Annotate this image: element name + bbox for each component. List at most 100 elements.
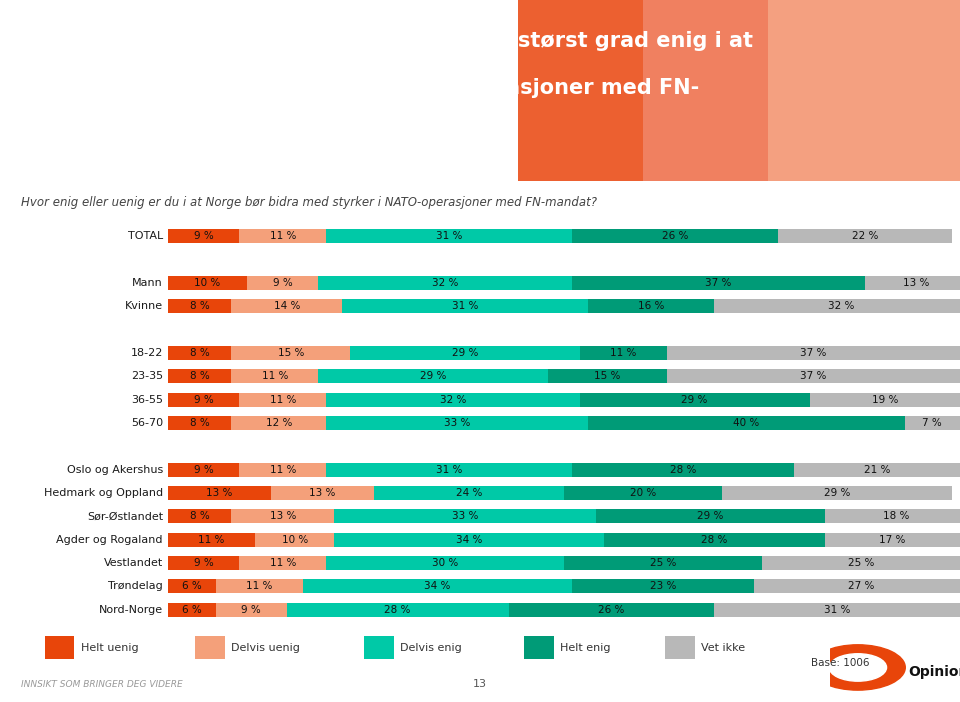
Bar <box>271 486 373 500</box>
Text: 11 %: 11 % <box>262 371 288 381</box>
Text: 11 %: 11 % <box>246 581 273 591</box>
Bar <box>768 0 960 181</box>
Text: 9 %: 9 % <box>273 278 293 288</box>
Bar <box>604 533 826 547</box>
Text: 6 %: 6 % <box>181 581 202 591</box>
Text: 28 %: 28 % <box>385 604 411 615</box>
Text: Hedmark og Oppland: Hedmark og Oppland <box>44 488 163 498</box>
Text: 19 %: 19 % <box>872 395 898 404</box>
Text: 26 %: 26 % <box>661 231 688 241</box>
Bar <box>826 509 960 523</box>
Text: Sør-Østlandet: Sør-Østlandet <box>86 511 163 522</box>
Text: 13 %: 13 % <box>309 488 336 498</box>
Text: 8 %: 8 % <box>190 511 209 522</box>
Text: 27 %: 27 % <box>848 581 875 591</box>
Bar <box>168 416 231 430</box>
Bar <box>326 392 580 406</box>
Bar <box>722 486 952 500</box>
Text: Delvis enig: Delvis enig <box>400 642 462 653</box>
Bar <box>564 486 722 500</box>
Text: 13: 13 <box>473 680 487 689</box>
Text: 31 %: 31 % <box>452 301 478 311</box>
Bar <box>215 579 302 593</box>
Text: 32 %: 32 % <box>440 395 467 404</box>
Text: Menn og de to eldste aldersgruppene er i størst grad enig i at: Menn og de to eldste aldersgruppene er i… <box>21 31 753 51</box>
Text: 9 %: 9 % <box>241 604 261 615</box>
Bar <box>168 392 239 406</box>
Bar <box>231 509 334 523</box>
Text: 11 %: 11 % <box>199 535 225 545</box>
Text: 12 %: 12 % <box>266 418 292 428</box>
Text: 37 %: 37 % <box>706 278 732 288</box>
Bar <box>342 299 588 313</box>
Bar <box>248 276 319 290</box>
Text: 20 %: 20 % <box>630 488 657 498</box>
Text: 11 %: 11 % <box>270 558 296 568</box>
Bar <box>334 533 604 547</box>
Bar <box>168 369 231 383</box>
Bar <box>572 579 755 593</box>
Text: Nord-Norge: Nord-Norge <box>99 604 163 615</box>
Text: Helt enig: Helt enig <box>560 642 611 653</box>
Text: 22 %: 22 % <box>852 231 878 241</box>
Bar <box>168 533 255 547</box>
Text: 31 %: 31 % <box>824 604 851 615</box>
Bar <box>168 463 239 477</box>
Text: TOTAL: TOTAL <box>128 231 163 241</box>
Bar <box>44 636 75 659</box>
Text: 8 %: 8 % <box>190 301 209 311</box>
Bar <box>755 579 960 593</box>
Text: 29 %: 29 % <box>682 395 708 404</box>
Bar <box>350 346 580 360</box>
Text: 15 %: 15 % <box>277 348 304 358</box>
Text: 13 %: 13 % <box>903 278 929 288</box>
Text: 6 %: 6 % <box>181 604 202 615</box>
Text: 21 %: 21 % <box>864 465 890 475</box>
Text: 10 %: 10 % <box>281 535 308 545</box>
Bar <box>595 509 826 523</box>
Bar <box>518 0 643 181</box>
Bar <box>302 579 572 593</box>
Text: 9 %: 9 % <box>194 395 213 404</box>
Text: Agder og Rogaland: Agder og Rogaland <box>57 535 163 545</box>
Bar <box>580 346 667 360</box>
Text: 8 %: 8 % <box>190 348 209 358</box>
Text: Helt uenig: Helt uenig <box>81 642 138 653</box>
Text: 8 %: 8 % <box>190 418 209 428</box>
Bar <box>287 602 509 616</box>
Bar <box>524 636 554 659</box>
Bar <box>195 636 225 659</box>
Bar <box>580 392 809 406</box>
Bar <box>168 346 231 360</box>
Text: 11 %: 11 % <box>270 395 296 404</box>
Bar <box>667 369 960 383</box>
Text: 17 %: 17 % <box>879 535 906 545</box>
Bar <box>588 299 714 313</box>
Text: 33 %: 33 % <box>444 418 470 428</box>
Text: 11 %: 11 % <box>270 231 296 241</box>
Text: Mann: Mann <box>132 278 163 288</box>
Text: Hvor enig eller uenig er du i at Norge bør bidra med styrker i NATO-operasjoner : Hvor enig eller uenig er du i at Norge b… <box>21 197 597 209</box>
Text: 29 %: 29 % <box>697 511 724 522</box>
Text: 18-22: 18-22 <box>131 348 163 358</box>
Text: Oslo og Akershus: Oslo og Akershus <box>66 465 163 475</box>
Text: 23 %: 23 % <box>650 581 676 591</box>
Bar <box>215 602 287 616</box>
Bar <box>762 556 960 570</box>
Bar <box>809 392 960 406</box>
Bar <box>231 346 350 360</box>
Bar <box>255 533 334 547</box>
Bar <box>714 602 960 616</box>
Bar <box>168 509 231 523</box>
Bar <box>168 602 215 616</box>
Bar <box>778 230 952 244</box>
Text: 13 %: 13 % <box>206 488 232 498</box>
Text: 11 %: 11 % <box>611 348 636 358</box>
Text: Vestlandet: Vestlandet <box>104 558 163 568</box>
Bar <box>714 299 960 313</box>
Bar <box>826 533 960 547</box>
Text: 36-55: 36-55 <box>131 395 163 404</box>
Text: INNSIKT SOM BRINGER DEG VIDERE: INNSIKT SOM BRINGER DEG VIDERE <box>21 680 182 689</box>
Text: 9 %: 9 % <box>194 465 213 475</box>
Bar <box>239 556 326 570</box>
